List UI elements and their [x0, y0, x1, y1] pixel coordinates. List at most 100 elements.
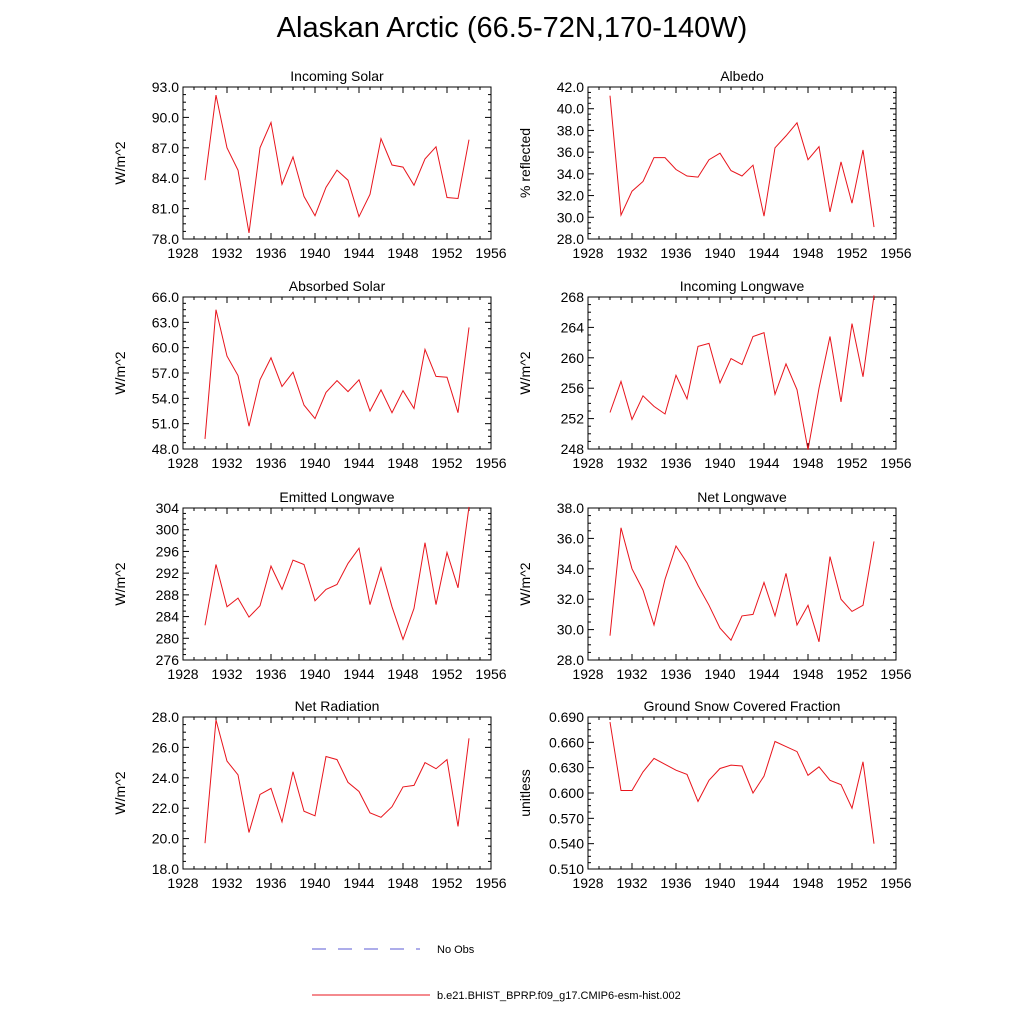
y-tick-label: 252: [561, 411, 585, 427]
y-tick-label: 36.0: [557, 530, 584, 546]
x-tick-label: 1948: [387, 875, 418, 891]
y-tick-label: 256: [561, 380, 585, 396]
y-axis-label: W/m^2: [112, 351, 128, 394]
y-tick-label: 84.0: [152, 170, 179, 186]
y-tick-label: 81.0: [152, 201, 179, 217]
panel-title: Absorbed Solar: [289, 278, 386, 294]
x-tick-label: 1940: [299, 455, 330, 471]
x-tick-label: 1944: [343, 245, 374, 261]
panel-title: Net Longwave: [697, 489, 787, 505]
y-tick-label: 260: [561, 350, 585, 366]
legend: No Obs b.e21.BHIST_BPRP.f09_g17.CMIP6-es…: [312, 944, 681, 1002]
panel-title: Ground Snow Covered Fraction: [644, 698, 841, 714]
x-tick-label: 1932: [211, 875, 242, 891]
y-tick-label: 26.0: [152, 739, 179, 755]
y-tick-label: 36.0: [557, 144, 584, 160]
y-tick-label: 78.0: [152, 231, 179, 247]
x-tick-label: 1940: [704, 455, 735, 471]
y-tick-label: 296: [156, 543, 180, 559]
y-tick-label: 0.660: [549, 734, 584, 750]
x-tick-label: 1944: [748, 666, 779, 682]
panel-emitted-longwave: Emitted Longwave W/m^2 276 280 284 288 292 296 3…: [112, 489, 507, 682]
x-tick-label: 1936: [255, 666, 286, 682]
panel-absorbed-solar: Absorbed Solar W/m^2 48.0 51.0 54.0 57.0 60.0 6…: [112, 278, 507, 471]
x-tick-label: 1928: [572, 245, 603, 261]
series-line-model: [609, 295, 875, 450]
y-tick-label: 32.0: [557, 188, 584, 204]
x-tick-label: 1944: [748, 245, 779, 261]
y-tick-label: 28.0: [152, 709, 179, 725]
x-tick-label: 1956: [475, 875, 506, 891]
x-tick-label: 1956: [475, 245, 506, 261]
series-line-model: [204, 309, 470, 439]
x-tick-label: 1932: [616, 666, 647, 682]
x-tick-label: 1948: [387, 666, 418, 682]
panel-albedo: Albedo % reflected 28.0 30.0 32.0 34.0 36.0 38.…: [517, 68, 912, 261]
panel-title: Incoming Solar: [290, 68, 384, 84]
y-tick-label: 28.0: [557, 652, 584, 668]
panel-net-radiation: Net Radiation W/m^2 18.0 20.0 22.0 24.0 26.0 28…: [112, 698, 507, 891]
x-tick-label: 1932: [616, 455, 647, 471]
x-tick-label: 1956: [880, 245, 911, 261]
panel-title: Albedo: [720, 68, 764, 84]
series-line-model: [204, 719, 470, 844]
x-tick-label: 1944: [748, 455, 779, 471]
y-tick-label: 42.0: [557, 79, 584, 95]
x-tick-label: 1936: [660, 875, 691, 891]
plot-frame: [182, 86, 492, 240]
x-tick-label: 1956: [880, 666, 911, 682]
x-tick-label: 1952: [431, 245, 462, 261]
x-tick-label: 1928: [167, 666, 198, 682]
y-axis-label: W/m^2: [112, 141, 128, 184]
y-axis-label: W/m^2: [517, 562, 533, 605]
x-tick-label: 1932: [211, 245, 242, 261]
y-tick-label: 38.0: [557, 500, 584, 516]
x-tick-label: 1956: [880, 455, 911, 471]
plot-frame: [587, 86, 897, 240]
x-tick-label: 1944: [343, 875, 374, 891]
x-tick-label: 1948: [792, 245, 823, 261]
y-tick-label: 0.690: [549, 709, 584, 725]
y-axis-label: W/m^2: [112, 562, 128, 605]
y-tick-label: 87.0: [152, 140, 179, 156]
series-line-model: [609, 527, 875, 642]
x-tick-label: 1944: [343, 666, 374, 682]
y-tick-label: 34.0: [557, 561, 584, 577]
x-tick-label: 1952: [836, 455, 867, 471]
y-tick-label: 90.0: [152, 109, 179, 125]
x-tick-label: 1956: [475, 666, 506, 682]
y-axis-label: % reflected: [517, 128, 533, 198]
y-tick-label: 34.0: [557, 166, 584, 182]
series-line-model: [609, 95, 875, 228]
y-tick-label: 20.0: [152, 831, 179, 847]
x-tick-label: 1948: [387, 245, 418, 261]
y-tick-label: 30.0: [557, 209, 584, 225]
x-tick-label: 1948: [792, 455, 823, 471]
panel-net-longwave: Net Longwave W/m^2 28.0 30.0 32.0 34.0 36.0 38.…: [517, 489, 912, 682]
y-tick-label: 93.0: [152, 79, 179, 95]
x-tick-label: 1932: [616, 875, 647, 891]
x-tick-label: 1936: [255, 875, 286, 891]
x-tick-label: 1944: [343, 455, 374, 471]
y-tick-label: 38.0: [557, 122, 584, 138]
legend-model-label: b.e21.BHIST_BPRP.f09_g17.CMIP6-esm-hist.…: [437, 990, 681, 1002]
y-tick-label: 32.0: [557, 591, 584, 607]
x-tick-label: 1952: [836, 245, 867, 261]
panel-title: Incoming Longwave: [680, 278, 805, 294]
y-axis-label: unitless: [517, 769, 533, 816]
x-tick-label: 1952: [431, 455, 462, 471]
y-tick-label: 18.0: [152, 861, 179, 877]
y-tick-label: 48.0: [152, 441, 179, 457]
y-tick-label: 30.0: [557, 622, 584, 638]
y-tick-label: 40.0: [557, 101, 584, 117]
panel-title: Emitted Longwave: [279, 489, 394, 505]
plot-frame: [587, 296, 897, 450]
y-tick-label: 280: [156, 630, 180, 646]
y-tick-label: 24.0: [152, 770, 179, 786]
x-tick-label: 1928: [167, 875, 198, 891]
y-tick-label: 276: [156, 652, 180, 668]
x-tick-label: 1936: [255, 245, 286, 261]
x-tick-label: 1952: [836, 875, 867, 891]
x-tick-label: 1948: [387, 455, 418, 471]
plot-frame: [587, 507, 897, 661]
